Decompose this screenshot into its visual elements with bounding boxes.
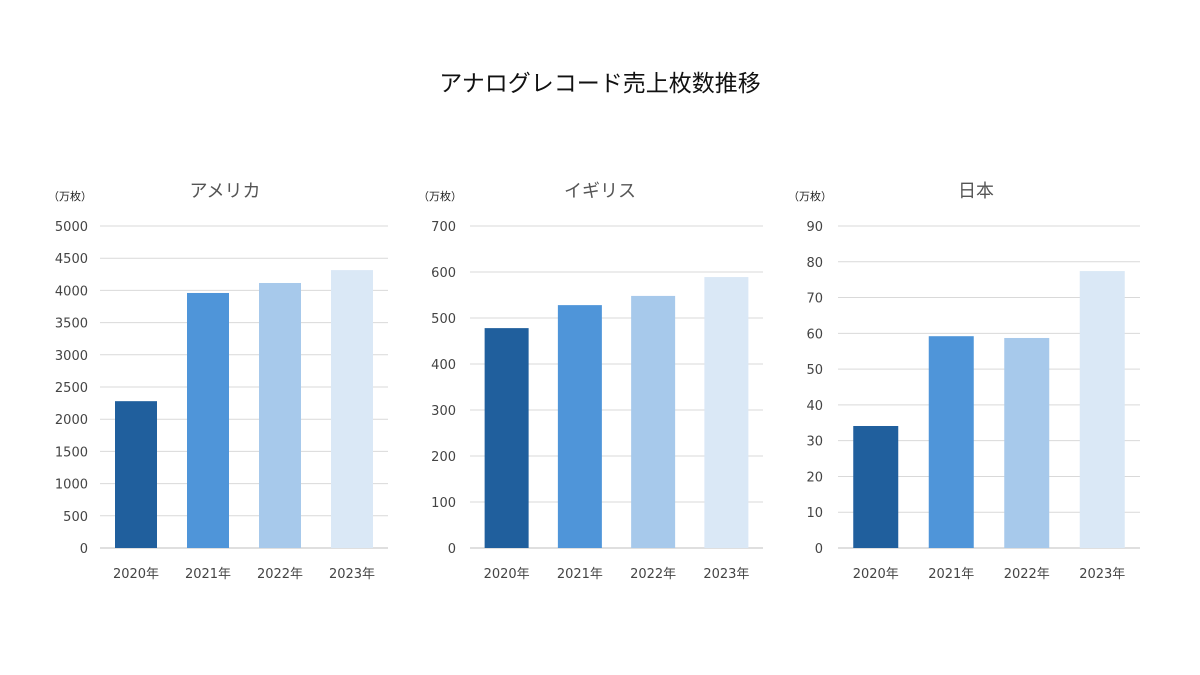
bar-2020年: [484, 328, 529, 548]
x-tick-label: 2020年: [113, 567, 159, 582]
bar-2023年: [704, 277, 749, 548]
bar-2020年: [115, 401, 157, 548]
x-tick-label: 2022年: [1004, 567, 1050, 582]
y-tick-label: 5000: [55, 220, 88, 235]
chart-title: イギリス: [564, 181, 636, 202]
x-tick-label: 2022年: [257, 567, 303, 582]
y-tick-label: 1500: [55, 445, 88, 460]
y-tick-label: 700: [431, 220, 456, 235]
y-tick-label: 0: [448, 542, 456, 557]
y-tick-label: 0: [815, 542, 823, 557]
unit-label: （万枚）: [788, 189, 832, 203]
y-tick-label: 2500: [55, 381, 88, 396]
y-tick-label: 600: [431, 266, 456, 281]
x-tick-label: 2021年: [928, 567, 974, 582]
x-tick-label: 2023年: [329, 567, 375, 582]
x-tick-label: 2020年: [853, 567, 899, 582]
y-tick-label: 10: [806, 506, 823, 521]
bar-2020年: [853, 425, 899, 548]
unit-label: （万枚）: [418, 189, 462, 203]
bar-2022年: [631, 295, 676, 548]
y-tick-label: 500: [63, 510, 88, 525]
y-tick-label: 2000: [55, 413, 88, 428]
x-tick-label: 2021年: [557, 567, 603, 582]
y-tick-label: 4500: [55, 252, 88, 267]
x-tick-label: 2020年: [484, 567, 530, 582]
x-tick-label: 2022年: [630, 567, 676, 582]
y-tick-label: 3500: [55, 317, 88, 332]
y-tick-label: 60: [806, 327, 823, 342]
x-tick-label: 2021年: [185, 567, 231, 582]
bar-2023年: [331, 270, 373, 548]
y-tick-label: 0: [80, 542, 88, 557]
y-tick-label: 20: [806, 470, 823, 485]
x-tick-label: 2023年: [1079, 567, 1125, 582]
y-tick-label: 200: [431, 450, 456, 465]
y-tick-label: 100: [431, 496, 456, 511]
y-tick-label: 4000: [55, 284, 88, 299]
main-title: アナログレコード売上枚数推移: [439, 71, 761, 97]
y-tick-label: 50: [806, 363, 823, 378]
y-tick-label: 90: [806, 220, 823, 235]
y-tick-label: 70: [806, 292, 823, 307]
x-tick-label: 2023年: [703, 567, 749, 582]
y-tick-label: 400: [431, 358, 456, 373]
y-tick-label: 40: [806, 399, 823, 414]
bar-2021年: [928, 336, 974, 548]
unit-label: （万枚）: [48, 189, 92, 203]
bar-2022年: [259, 282, 301, 548]
bar-2023年: [1079, 271, 1125, 548]
bar-2021年: [187, 292, 229, 548]
y-tick-label: 80: [806, 256, 823, 271]
bar-2021年: [557, 305, 602, 548]
y-tick-label: 3000: [55, 349, 88, 364]
y-tick-label: 500: [431, 312, 456, 327]
chart-title: アメリカ: [189, 181, 260, 202]
y-tick-label: 300: [431, 404, 456, 419]
y-tick-label: 30: [806, 435, 823, 450]
bar-2022年: [1004, 337, 1050, 548]
chart-title: 日本: [958, 181, 994, 202]
y-tick-label: 1000: [55, 478, 88, 493]
